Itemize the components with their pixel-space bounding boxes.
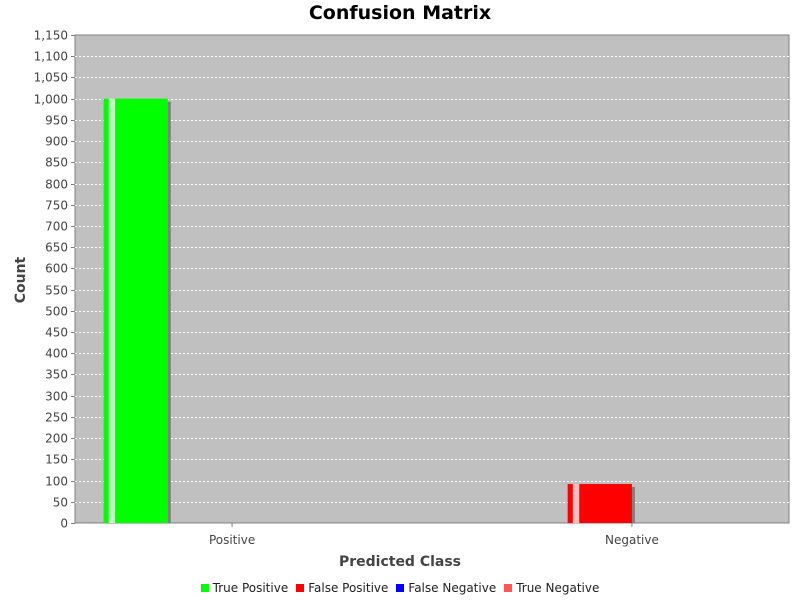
y-tick-label: 650 <box>45 241 68 255</box>
y-tick-label: 200 <box>45 432 68 446</box>
y-tick-label: 250 <box>45 411 68 425</box>
y-tick-label: 800 <box>45 178 68 192</box>
y-tick-label: 1,150 <box>34 29 68 43</box>
y-tick-label: 550 <box>45 284 68 298</box>
y-tick-label: 1,050 <box>34 71 68 85</box>
y-tick-label: 950 <box>45 114 68 128</box>
y-axis-label: Count <box>13 256 29 304</box>
legend-label: False Negative <box>408 581 497 595</box>
x-tick-label: Positive <box>209 533 255 547</box>
y-tick-label: 700 <box>45 220 68 234</box>
y-tick-label: 600 <box>45 262 68 276</box>
bar-highlight <box>572 483 580 523</box>
y-tick-label: 500 <box>45 305 68 319</box>
y-tick-label: 450 <box>45 326 68 340</box>
x-tick-label: Negative <box>605 533 659 547</box>
bars <box>103 98 635 524</box>
y-tick-label: 900 <box>45 135 68 149</box>
legend-item: True Positive <box>200 581 289 595</box>
legend-label: True Negative <box>516 581 600 595</box>
y-tick-label: 350 <box>45 368 68 382</box>
legend-item: True Negative <box>504 581 599 595</box>
y-tick-label: 50 <box>53 496 68 510</box>
legend-item: False Negative <box>396 581 496 595</box>
legend-swatch <box>504 584 513 592</box>
legend-swatch <box>296 584 305 592</box>
y-tick-label: 300 <box>45 390 68 404</box>
y-tick-label: 100 <box>45 475 68 489</box>
y-tick-label: 1,100 <box>34 50 68 64</box>
legend-swatch <box>200 584 209 592</box>
y-tick-label: 150 <box>45 453 68 467</box>
y-tick-label: 850 <box>45 156 68 170</box>
legend-swatch <box>396 584 405 592</box>
legend: True Positive False Positive False Negativ… <box>0 581 800 595</box>
plot-area <box>74 34 790 524</box>
legend-label: False Positive <box>308 581 389 595</box>
y-tick-label: 750 <box>45 199 68 213</box>
y-axis-ticks: 0 50 100 150 200 250 300 350 400 450 500 550 600 650 7… <box>34 29 75 531</box>
y-tick-label: 400 <box>45 347 68 361</box>
bar-highlight <box>108 98 116 524</box>
chart-title: Confusion Matrix <box>308 2 492 24</box>
legend-label: True Positive <box>212 581 289 595</box>
grid-lines <box>75 56 789 503</box>
x-axis-ticks: Positive Negative <box>209 523 659 547</box>
y-tick-label: 0 <box>60 517 68 531</box>
legend-item: False Positive <box>296 581 388 595</box>
y-tick-label: 1,000 <box>34 93 68 107</box>
x-axis-label: Predicted Class <box>338 554 462 570</box>
